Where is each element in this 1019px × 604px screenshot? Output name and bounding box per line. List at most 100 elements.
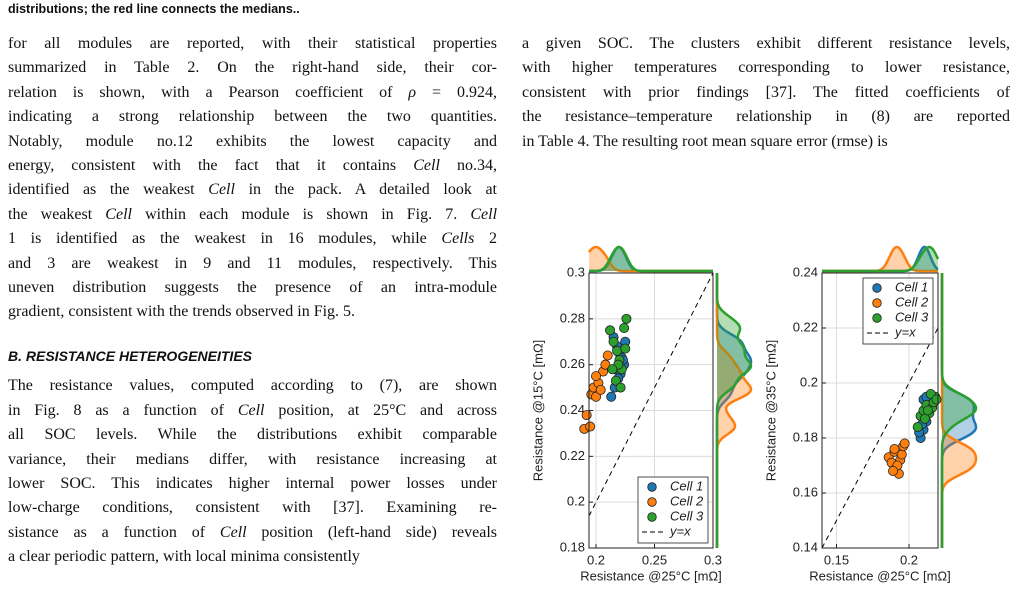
- text-run: consistent with prior findings [37]. The…: [522, 83, 1010, 101]
- text-run: the weakest: [8, 205, 106, 223]
- legend-marker: [872, 283, 882, 293]
- text-run: a clear periodic pattern, with local min…: [8, 548, 360, 566]
- legend-label: y=x: [894, 324, 916, 339]
- x-tick-label: 0.15: [824, 552, 849, 567]
- text-run: in the pack. A detailed look at: [234, 181, 497, 199]
- text-line: in Table 4. The resulting root mean squa…: [522, 132, 1010, 152]
- scatter-point: [889, 443, 900, 454]
- text-run: no.34,: [439, 157, 497, 174]
- text-run: with higher temperatures corresponding t…: [522, 59, 1010, 77]
- marginal-density-fill: [717, 273, 751, 548]
- text-line: relation is shown, with a Pearson coeffi…: [8, 83, 497, 103]
- x-tick-label: 0.3: [704, 552, 722, 567]
- italic-run: Cells: [441, 230, 475, 248]
- marginal-density-fill: [942, 273, 976, 548]
- text-line: The resistance values, computed accordin…: [8, 376, 497, 396]
- text-run: identified as the weakest: [8, 181, 209, 199]
- legend-label: Cell 2: [895, 294, 929, 309]
- text-line: variance, their medians differ, with res…: [8, 450, 497, 470]
- marginal-density: [822, 245, 940, 273]
- y-tick-label: 0.24: [560, 402, 585, 417]
- scatter-point: [899, 438, 910, 449]
- scatter-point: [606, 391, 617, 402]
- legend-marker: [647, 512, 657, 522]
- marginal-density-fill: [589, 247, 713, 271]
- text-run: Notably, module no.12 exhibits the lowes…: [8, 132, 497, 150]
- text-run: and 3 are weakest in 9 and 11 modules, r…: [8, 254, 497, 272]
- text-run: variance, their medians differ, with res…: [8, 450, 497, 468]
- text-run: a given SOC. The clusters exhibit differ…: [522, 35, 1010, 52]
- text-run: indicating a strong relationship between…: [8, 108, 497, 126]
- text-run: in Fig. 8 as a function of: [8, 401, 238, 419]
- italic-run: Cell: [237, 401, 265, 419]
- scatter-point: [585, 421, 596, 432]
- scatter-point: [610, 375, 621, 386]
- text-line: the resistance–temperature relationship …: [522, 107, 1010, 127]
- y-tick-label: 0.22: [560, 448, 585, 463]
- text-line: summarized in Table 2. On the right-hand…: [8, 58, 497, 78]
- scatter-point: [615, 382, 626, 393]
- text-run: The resistance values, computed accordin…: [8, 377, 497, 395]
- scatter-point: [919, 413, 930, 424]
- text-line: Notably, module no.12 exhibits the lowes…: [8, 132, 497, 152]
- scatter-point: [620, 343, 631, 354]
- text-run: uneven distribution suggests the presenc…: [8, 279, 497, 296]
- legend-label: y=x: [669, 523, 691, 538]
- legend-marker: [647, 497, 657, 507]
- reference-line: [588, 272, 714, 517]
- text-run: relation is shown, with a Pearson coeffi…: [8, 83, 409, 101]
- text-line: lower SOC. This indicates higher interna…: [8, 474, 497, 494]
- scatter-point: [621, 313, 632, 324]
- legend-marker: [647, 482, 657, 492]
- scatter-point: [619, 322, 630, 333]
- italic-run: Cell: [219, 523, 247, 541]
- marginal-density-fill: [589, 247, 713, 271]
- marginal-density-fill: [717, 273, 751, 548]
- text-run: position (left-hand side) reveals: [246, 523, 497, 541]
- scatter-point: [581, 410, 592, 421]
- text-run: energy, consistent with the fact that it…: [8, 157, 414, 174]
- y-tick-label: 0.18: [793, 429, 818, 444]
- y-tick-label: 0.22: [793, 319, 818, 334]
- scatter-point: [595, 384, 606, 395]
- text-line: low-charge conditions, consistent with […: [8, 498, 497, 518]
- marginal-density: [940, 273, 978, 548]
- scatter-point: [922, 405, 933, 416]
- scatter-point: [612, 345, 623, 356]
- scatter-point: [602, 350, 613, 361]
- text-line: uneven distribution suggests the presenc…: [8, 278, 497, 298]
- x-tick-label: 0.2: [587, 552, 605, 567]
- italic-run: Cell: [413, 157, 440, 174]
- x-tick-label: 0.2: [900, 552, 918, 567]
- text-line: sistance as a function of Cell position …: [8, 523, 497, 543]
- text-line: consistent with prior findings [37]. The…: [522, 83, 1010, 103]
- y-tick-label: 0.14: [793, 539, 818, 554]
- text-line: a clear periodic pattern, with local min…: [8, 547, 497, 567]
- y-tick-label: 0.16: [793, 484, 818, 499]
- scatter-point: [605, 325, 616, 336]
- x-tick-label: 0.25: [642, 552, 667, 567]
- italic-run: Cell: [105, 205, 132, 223]
- legend-label: Cell 3: [670, 508, 704, 523]
- legend-marker: [872, 298, 882, 308]
- text-line: for all modules are reported, with their…: [8, 34, 497, 54]
- scatter-point: [591, 371, 602, 382]
- plot-frame: [588, 272, 714, 549]
- text-line: in Fig. 8 as a function of Cell position…: [8, 401, 497, 421]
- text-run: within each module is shown in Fig. 7.: [131, 205, 471, 223]
- plot-frame: [821, 272, 939, 549]
- scatter-point: [931, 394, 942, 405]
- scatter-point: [912, 421, 923, 432]
- text-run: = 0.924,: [416, 83, 497, 101]
- figure-caption: distributions; the red line connects the…: [8, 2, 300, 16]
- reference-line: [821, 327, 939, 549]
- scatter-point: [600, 359, 611, 370]
- scatter-point: [607, 364, 618, 375]
- text-run: low-charge conditions, consistent with […: [8, 499, 497, 517]
- legend-label: Cell 2: [670, 493, 704, 508]
- text-run: all SOC levels. While the distributions …: [8, 426, 497, 444]
- text-line: and 3 are weakest in 9 and 11 modules, r…: [8, 254, 497, 274]
- text-run: position, at 25°C and across: [264, 401, 497, 419]
